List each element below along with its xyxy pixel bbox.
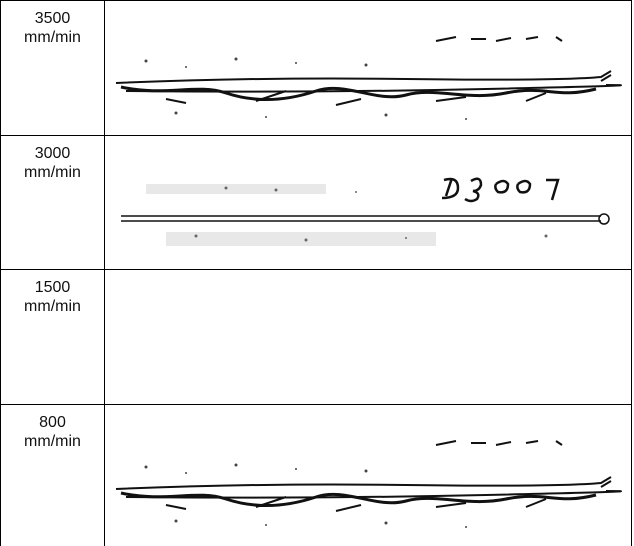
speed-unit: mm/min	[24, 298, 81, 315]
weld-image	[121, 177, 610, 246]
table-row: 3000 mm/min	[0, 135, 632, 269]
speed-cell: 3000 mm/min	[1, 136, 105, 269]
weld-image	[115, 440, 622, 528]
speed-unit: mm/min	[24, 29, 81, 46]
speed-cell: 800 mm/min	[1, 405, 105, 546]
speed-cell: 3500 mm/min	[1, 1, 105, 135]
speed-cell: 1500 mm/min	[1, 270, 105, 404]
table-row: 1500 mm/min	[0, 269, 632, 404]
speed-unit: mm/min	[24, 164, 81, 181]
speed-value: 3000	[34, 145, 71, 162]
speed-value: 3500	[34, 10, 71, 27]
speed-unit: mm/min	[24, 433, 81, 450]
speed-value: 800	[39, 414, 66, 431]
table-row: 3500 mm/min	[0, 0, 632, 135]
table-row: 800 mm/min	[0, 404, 632, 546]
speed-value: 1500	[34, 279, 71, 296]
weld-image	[115, 36, 622, 120]
